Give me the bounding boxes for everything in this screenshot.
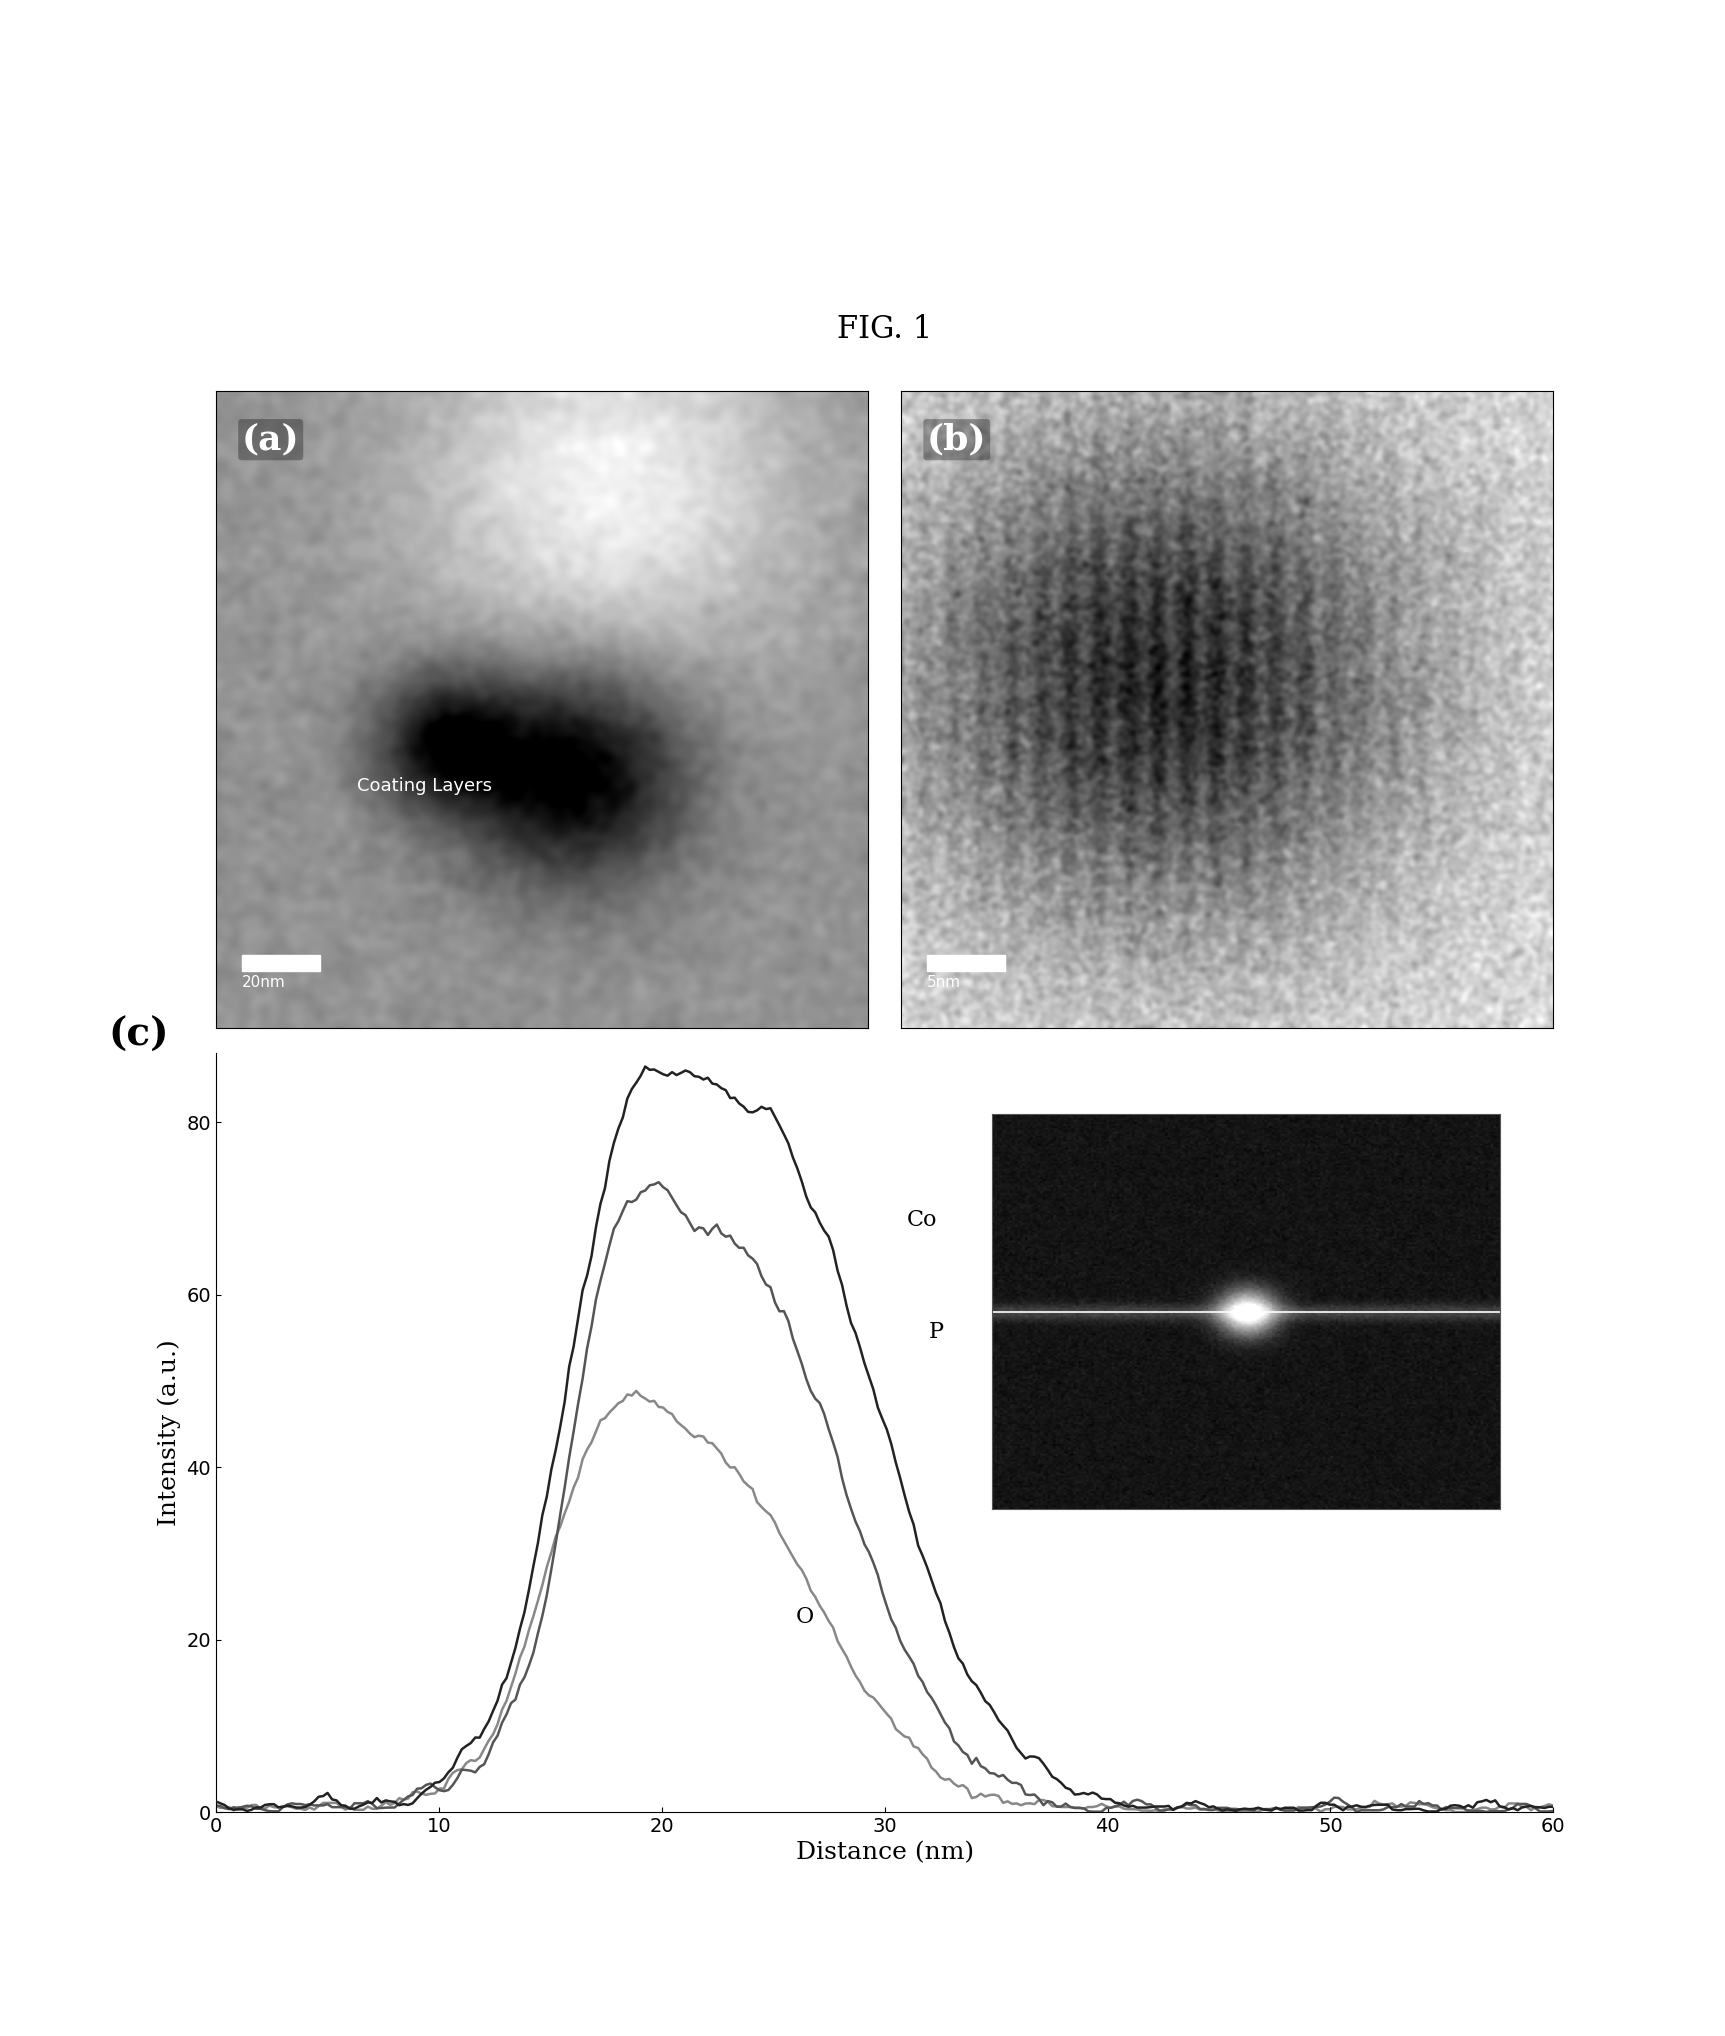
Text: O: O	[795, 1606, 812, 1627]
Text: (b): (b)	[926, 423, 987, 456]
Text: (a): (a)	[242, 423, 300, 456]
Text: 20nm: 20nm	[242, 975, 285, 989]
Bar	[242, 955, 319, 971]
Text: FIG. 1: FIG. 1	[837, 314, 932, 344]
X-axis label: Distance (nm): Distance (nm)	[795, 1841, 973, 1865]
Text: P: P	[928, 1321, 944, 1344]
Text: (c): (c)	[109, 1016, 169, 1053]
Y-axis label: Intensity (a.u.): Intensity (a.u.)	[157, 1340, 181, 1527]
Bar	[926, 955, 1004, 971]
Text: 5nm: 5nm	[926, 975, 961, 989]
Text: Co: Co	[906, 1209, 937, 1232]
Text: Coating Layers: Coating Layers	[357, 778, 492, 794]
